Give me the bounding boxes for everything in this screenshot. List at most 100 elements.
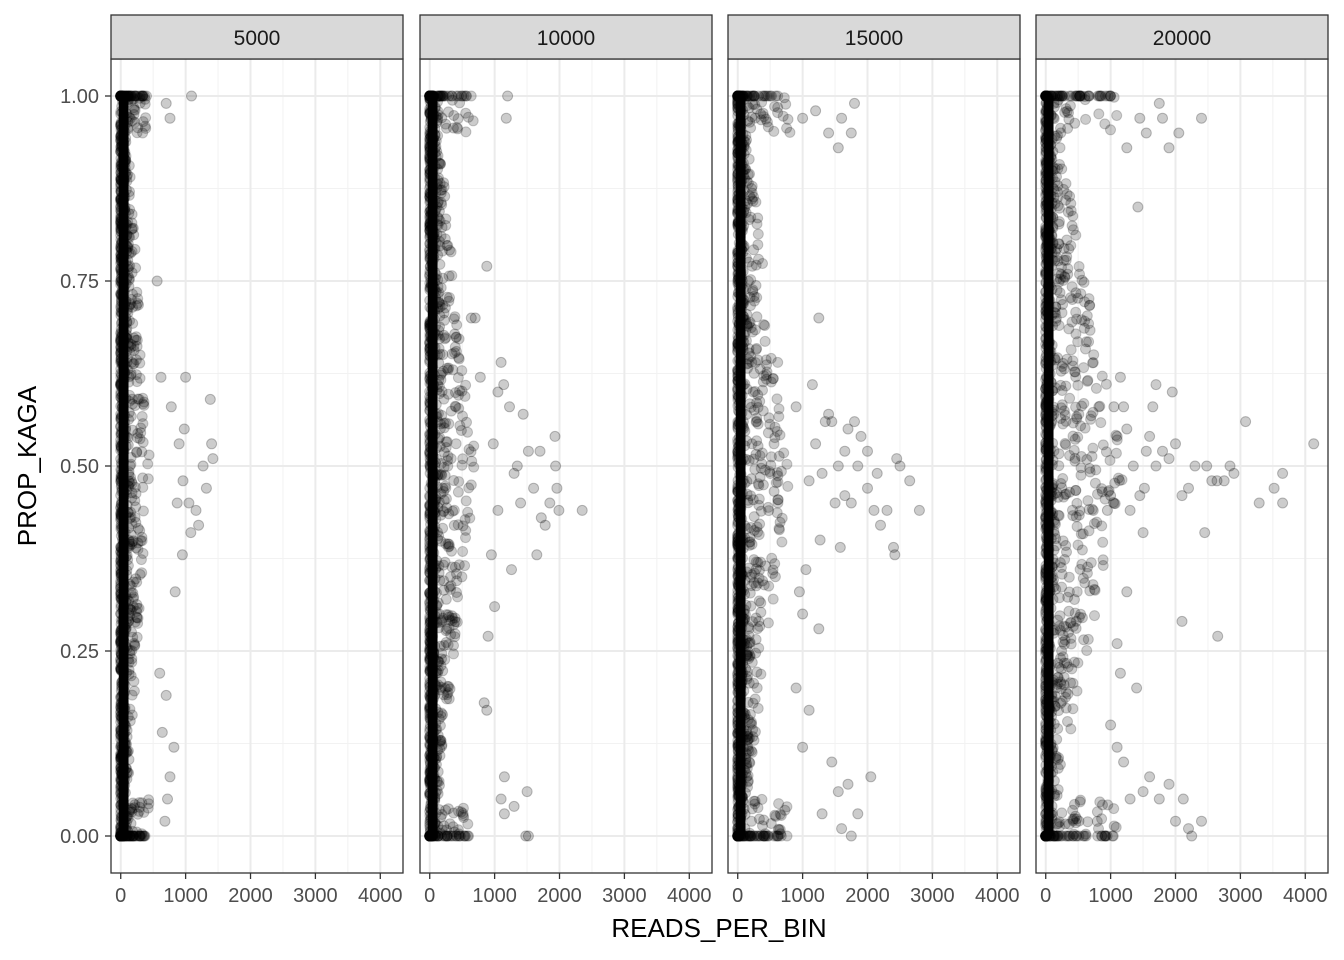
scatter-point: [482, 630, 494, 642]
scatter-point: [448, 648, 459, 660]
scatter-point: [160, 97, 172, 109]
scatter-point: [1277, 467, 1289, 479]
scatter-point: [464, 512, 476, 524]
scatter-point: [745, 122, 757, 134]
scatter-point: [452, 591, 463, 603]
scatter-point: [751, 435, 763, 447]
scatter-point: [1093, 90, 1105, 102]
scatter-point: [1073, 611, 1085, 623]
scatter-point: [1065, 240, 1077, 252]
scatter-point: [465, 446, 477, 458]
scatter-point: [193, 519, 205, 531]
scatter-point: [206, 438, 218, 450]
scatter-point: [450, 438, 462, 450]
scatter-point: [504, 401, 515, 413]
scatter-point: [768, 125, 780, 137]
scatter-point: [130, 331, 142, 343]
scatter-point: [875, 519, 886, 531]
scatter-point: [904, 475, 916, 487]
scatter-point: [1078, 362, 1090, 374]
scatter-point: [442, 450, 454, 462]
scatter-point: [136, 830, 148, 842]
scatter-point: [1078, 276, 1090, 288]
scatter-point: [790, 401, 802, 413]
scatter-point: [1118, 756, 1130, 768]
scatter-point: [1134, 490, 1146, 502]
scatter-point: [1212, 630, 1224, 642]
scatter-point: [183, 497, 195, 509]
scatter-point: [852, 460, 864, 472]
scatter-point: [450, 401, 462, 413]
x-tick-label: 1000: [472, 885, 517, 907]
scatter-point: [868, 504, 880, 516]
scatter-point: [128, 102, 140, 114]
scatter-point: [744, 709, 756, 720]
scatter-point: [1083, 504, 1095, 515]
y-tick-label: 0.50: [60, 456, 99, 478]
scatter-point: [862, 445, 873, 457]
scatter-point: [128, 591, 140, 603]
scatter-point: [450, 331, 462, 343]
scatter-point: [1079, 94, 1091, 106]
scatter-point: [751, 311, 763, 323]
scatter-point: [128, 802, 140, 814]
scatter-point: [757, 384, 768, 396]
scatter-point: [1097, 536, 1109, 548]
scatter-point: [438, 559, 449, 571]
scatter-point: [531, 549, 543, 561]
y-tick-label: 0.75: [60, 271, 99, 293]
scatter-point: [1240, 416, 1252, 428]
scatter-point: [770, 90, 782, 102]
scatter-point: [137, 481, 149, 493]
scatter-point: [1144, 430, 1156, 442]
scatter-point: [534, 445, 546, 457]
scatter-point: [769, 571, 781, 583]
scatter-point: [1093, 108, 1105, 120]
scatter-point: [1071, 586, 1083, 598]
scatter-point: [749, 99, 761, 110]
scatter-point: [142, 458, 154, 470]
scatter-point: [1074, 796, 1086, 808]
scatter-point: [1069, 433, 1081, 445]
scatter-point: [1166, 386, 1178, 398]
dense-core-band: [118, 96, 129, 836]
scatter-point: [129, 90, 141, 102]
scatter-point: [135, 90, 147, 102]
scatter-point: [764, 468, 776, 479]
scatter-point: [131, 334, 143, 346]
y-tick-label: 1.00: [60, 86, 99, 108]
scatter-point: [1072, 336, 1084, 348]
scatter-point: [776, 536, 788, 548]
scatter-point: [1201, 460, 1213, 472]
scatter-point: [132, 808, 144, 820]
scatter-point: [128, 685, 140, 697]
scatter-point: [849, 97, 860, 109]
x-tick-label: 0: [732, 885, 743, 907]
scatter-point: [522, 445, 534, 457]
scatter-point: [455, 90, 467, 102]
scatter-point: [492, 504, 504, 516]
scatter-point: [756, 90, 768, 102]
scatter-point: [164, 112, 176, 124]
scatter-point: [1100, 378, 1112, 390]
scatter-point: [832, 460, 844, 472]
scatter-point: [1111, 638, 1123, 650]
scatter-point: [1054, 287, 1066, 299]
x-tick-label: 3000: [293, 885, 338, 907]
scatter-point: [442, 803, 454, 815]
scatter-point: [753, 529, 765, 541]
scatter-point: [1110, 447, 1122, 459]
scatter-point: [1170, 438, 1181, 450]
scatter-point: [797, 741, 809, 753]
scatter-point: [155, 371, 167, 383]
scatter-point: [865, 771, 877, 783]
scatter-point: [129, 104, 141, 116]
scatter-point: [131, 612, 143, 624]
scatter-point: [1074, 563, 1086, 575]
scatter-point: [1124, 504, 1136, 516]
scatter-point: [763, 580, 775, 592]
scatter-point: [747, 616, 758, 628]
scatter-point: [1173, 127, 1185, 139]
scatter-point: [803, 704, 815, 716]
